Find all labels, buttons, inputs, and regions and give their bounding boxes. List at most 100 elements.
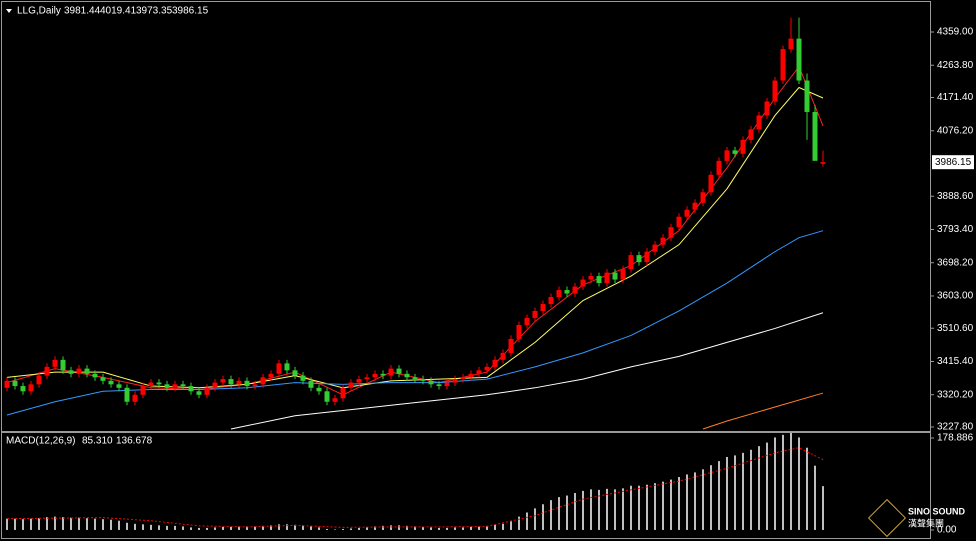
candle-body <box>108 380 114 385</box>
candle-body <box>476 370 482 374</box>
candle-body <box>164 384 170 388</box>
candle-body <box>740 139 746 154</box>
candle-body <box>68 370 74 374</box>
candle-body <box>268 373 274 378</box>
candle-body <box>420 379 426 381</box>
candle-body <box>428 380 434 385</box>
candle-body <box>92 373 98 378</box>
candle-body <box>796 38 802 81</box>
candle-body <box>12 380 18 387</box>
candle-body <box>820 162 826 164</box>
candle-body <box>148 382 154 387</box>
candle-body <box>180 384 186 387</box>
candle-body <box>116 384 122 388</box>
candle-body <box>204 387 210 395</box>
candle-body <box>748 129 754 140</box>
candle-body <box>252 384 258 387</box>
macd-signal-value: 136.678 <box>116 436 153 447</box>
candle-body <box>52 359 58 367</box>
candle-body <box>340 387 346 399</box>
candle-body <box>612 272 618 280</box>
candle-body <box>644 251 650 263</box>
candle-body <box>484 366 490 371</box>
ohlc-close: 3986.15 <box>172 6 209 17</box>
ohlc-high: 4019.41 <box>100 6 137 17</box>
y-tick-label: 3603.00 <box>937 291 974 302</box>
candle-body <box>636 255 642 263</box>
candle-body <box>732 150 738 154</box>
candle-body <box>380 373 386 376</box>
candle-body <box>60 359 66 371</box>
candle-body <box>76 368 82 374</box>
y-tick-label: 4076.20 <box>937 125 974 136</box>
ohlc-open: 3981.44 <box>64 6 101 17</box>
candle-body <box>308 380 314 388</box>
candle-body <box>356 379 362 383</box>
candle-body <box>572 286 578 294</box>
candle-body <box>540 304 546 311</box>
candle-body <box>804 80 810 112</box>
candle-body <box>548 297 554 305</box>
y-tick-label: 4263.80 <box>937 60 974 71</box>
y-tick-label: 3698.20 <box>937 257 974 268</box>
candle-body <box>244 380 250 387</box>
candle-body <box>348 382 354 388</box>
candle-body <box>452 379 458 383</box>
candle-body <box>140 386 146 395</box>
candle-body <box>532 310 538 318</box>
candle-body <box>124 387 130 402</box>
candle-body <box>524 317 530 325</box>
y-tick-label: 4171.40 <box>937 92 974 103</box>
candle-body <box>724 150 730 161</box>
candle-body <box>260 377 266 385</box>
candle-body <box>436 384 442 387</box>
axes: 4359.00 4263.80 4171.40 4076.20 3888.60 3793.… <box>930 27 974 536</box>
candle-body <box>404 373 410 378</box>
candle-body <box>292 370 298 376</box>
candle-body <box>236 380 242 385</box>
y-tick-label: 3510.60 <box>937 323 974 334</box>
candle-body <box>100 377 106 381</box>
candle-body <box>684 209 690 217</box>
candle-body <box>628 255 634 270</box>
candle-body <box>500 352 506 360</box>
y-tick-label: 3320.20 <box>937 389 974 400</box>
macd-title: MACD(12,26,9) <box>6 436 75 447</box>
ohlc-low: 3973.35 <box>136 6 173 17</box>
candle-body <box>468 373 474 378</box>
price-box <box>932 155 974 170</box>
y-tick-label: 0.00 <box>937 525 957 536</box>
candle-body <box>396 368 402 374</box>
moving-average <box>230 312 824 430</box>
candle-body <box>812 111 818 161</box>
candle-body <box>564 290 570 294</box>
candle-body <box>756 115 762 130</box>
candle-body <box>84 368 90 374</box>
candle-body <box>36 375 42 385</box>
candle-body <box>620 269 626 280</box>
current-price: 3986.15 <box>935 157 972 168</box>
candle-body <box>44 366 50 376</box>
main-panel-frame <box>1 1 931 432</box>
candle-body <box>132 394 138 402</box>
candle-body <box>460 377 466 380</box>
candle-body <box>700 192 706 203</box>
candle-body <box>220 379 226 383</box>
candle-body <box>556 290 562 298</box>
candle-body <box>4 380 10 388</box>
y-tick-label: 3227.80 <box>937 422 974 433</box>
candle-body <box>372 373 378 378</box>
macd-panel-frame <box>1 432 931 539</box>
candle-body <box>780 49 786 81</box>
candle-body <box>324 391 330 402</box>
candle-body <box>668 227 674 238</box>
y-tick-label: 3888.60 <box>937 191 974 202</box>
candle-body <box>196 391 202 395</box>
candle-body <box>300 375 306 381</box>
macd-value: 85.310 <box>82 436 113 447</box>
candle-body <box>580 279 586 287</box>
candle-body <box>652 244 658 252</box>
candle-body <box>772 80 778 102</box>
candle-body <box>20 386 26 392</box>
